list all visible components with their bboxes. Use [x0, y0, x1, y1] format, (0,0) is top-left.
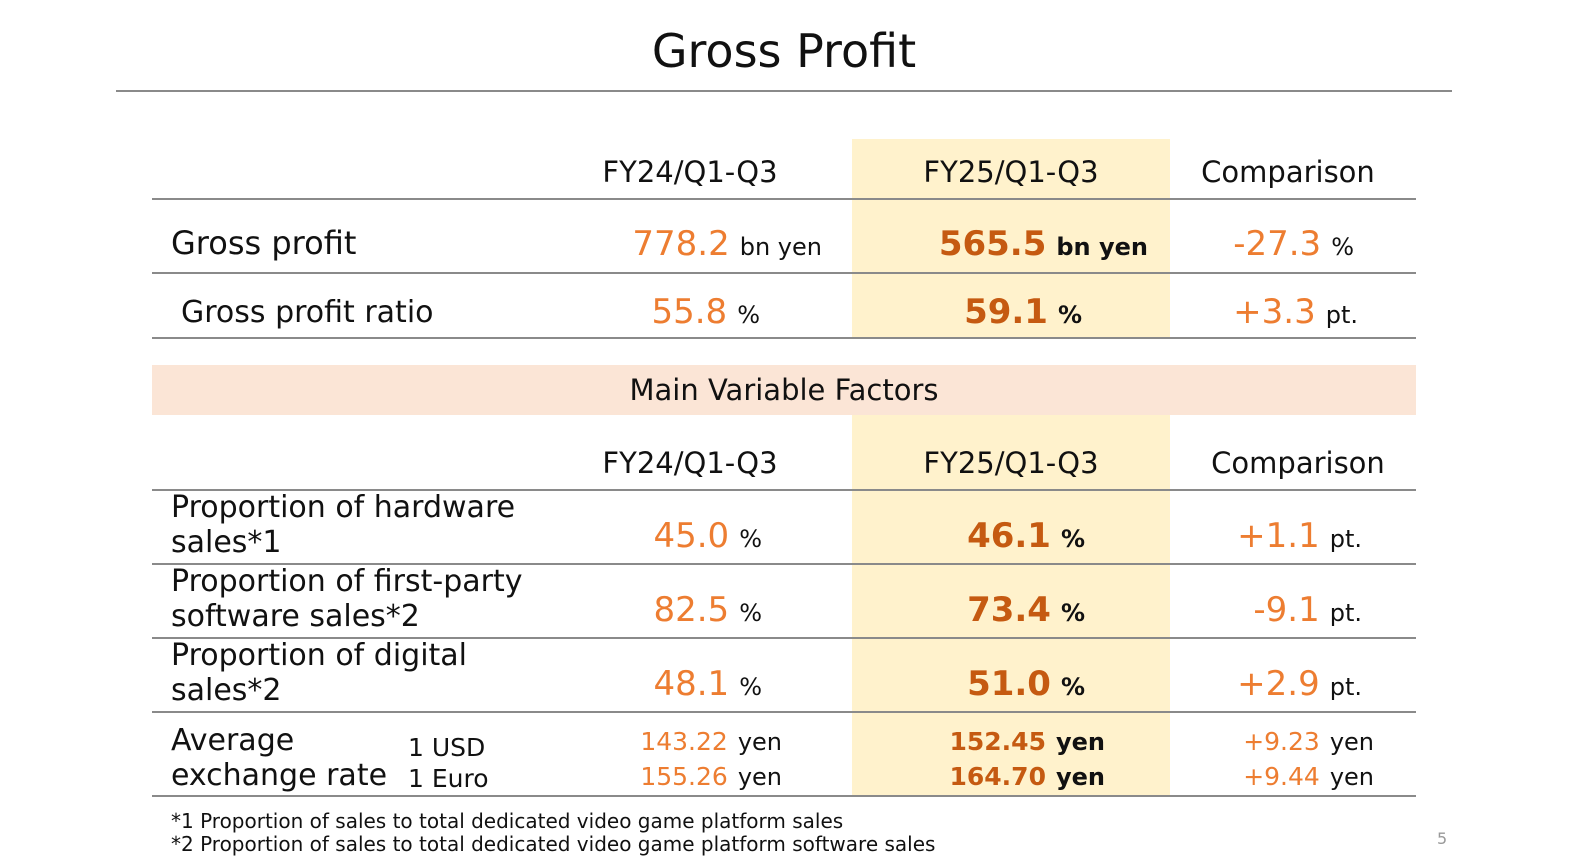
col-header-fy25: FY25/Q1-Q3 [923, 155, 1099, 189]
fy25-highlight [852, 415, 1170, 796]
fy25-value: 59.1% [964, 292, 1082, 332]
fy25-highlight [852, 139, 1170, 338]
section-title: Main Variable Factors [152, 365, 1416, 415]
fy25-value: 73.4% [967, 590, 1085, 630]
fy24-value: 82.5% [653, 590, 762, 630]
row-label: Proportion of first-party software sales*… [171, 564, 523, 634]
col-header-fy24: FY24/Q1-Q3 [602, 446, 778, 480]
fy25-fx: 152.45 yen 164.70 yen [949, 727, 1106, 791]
row-label: Gross profit ratio [181, 295, 434, 330]
page-title: Gross Profit [651, 24, 917, 78]
col-header-comparison: Comparison [1211, 446, 1385, 480]
divider [152, 198, 1416, 200]
comparison-fx: +9.23 yen +9.44 yen [1243, 727, 1374, 791]
divider [152, 337, 1416, 339]
fy25-value: 565.5 bn yen [938, 224, 1148, 264]
page-number: 5 [1437, 829, 1448, 848]
divider [152, 711, 1416, 713]
row-label: Gross profit [171, 224, 357, 262]
divider [152, 563, 1416, 565]
footnote-2: *2 Proportion of sales to total dedicate… [171, 832, 936, 856]
divider [152, 637, 1416, 639]
fy25-value: 46.1% [967, 516, 1085, 556]
fy24-value: 778.2 bn yen [632, 224, 822, 264]
comparison-value: +3.3 pt. [1233, 292, 1358, 332]
comparison-value: +1.1 pt. [1237, 516, 1362, 556]
divider [152, 795, 1416, 797]
col-header-comparison: Comparison [1201, 155, 1375, 189]
fy24-value: 55.8% [651, 292, 760, 332]
fy24-value: 45.0% [653, 516, 762, 556]
comparison-value: -9.1 pt. [1253, 590, 1362, 630]
comparison-value: -27.3% [1233, 224, 1354, 264]
fy24-fx: 143.22 yen 155.26 yen [640, 727, 782, 791]
title-divider [116, 90, 1452, 92]
currency-labels: 1 USD 1 Euro [408, 733, 489, 793]
fy25-value: 51.0% [967, 664, 1085, 704]
row-label: Average exchange rate [171, 723, 388, 793]
divider [152, 489, 1416, 491]
fy24-value: 48.1% [653, 664, 762, 704]
row-label: Proportion of digital sales*2 [171, 638, 468, 708]
col-header-fy25: FY25/Q1-Q3 [923, 446, 1099, 480]
col-header-fy24: FY24/Q1-Q3 [602, 155, 778, 189]
row-label: Proportion of hardware sales*1 [171, 490, 516, 560]
footnote-1: *1 Proportion of sales to total dedicate… [171, 809, 844, 833]
divider [152, 272, 1416, 274]
comparison-value: +2.9 pt. [1237, 664, 1362, 704]
